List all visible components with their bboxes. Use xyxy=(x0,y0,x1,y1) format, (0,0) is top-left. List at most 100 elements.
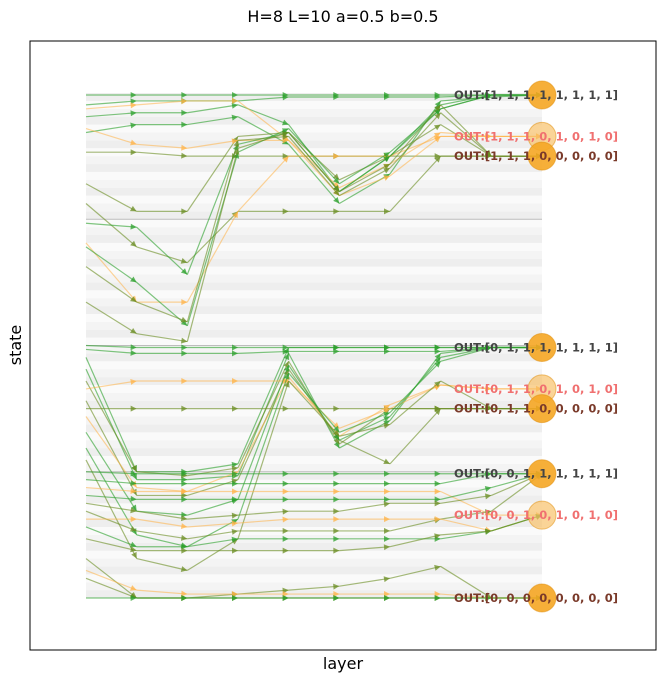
background-band xyxy=(86,558,542,567)
trajectory-segment xyxy=(187,104,239,114)
trajectory-arrowhead xyxy=(131,551,137,559)
trajectory-arrowhead xyxy=(282,94,289,101)
trajectory-arrowhead xyxy=(130,122,137,129)
trajectory-arrowhead xyxy=(283,347,290,355)
trajectory-arrowhead xyxy=(384,516,390,523)
trajectory-segment xyxy=(85,112,137,118)
background-band xyxy=(86,321,542,330)
trajectory-arrowhead xyxy=(383,411,390,418)
trajectory-arrowhead xyxy=(434,344,441,351)
trajectory-arrowhead xyxy=(484,493,492,500)
trajectory-segment xyxy=(187,538,239,548)
trajectory-arrowhead xyxy=(232,488,238,495)
trajectory-arrowhead xyxy=(282,496,289,503)
background-band xyxy=(86,337,542,346)
background-band xyxy=(86,242,542,251)
trajectory-arrowhead xyxy=(232,92,238,98)
output-label: OUT:[0, 1, 1, 0, 1, 0, 1, 0] xyxy=(454,382,618,396)
background-band xyxy=(86,448,542,456)
background-band xyxy=(86,582,542,591)
trajectory-segment xyxy=(85,246,138,283)
trajectory-arrowhead xyxy=(131,472,137,480)
trajectory-arrowhead xyxy=(180,258,188,264)
trajectory-segment xyxy=(237,116,289,145)
trajectory-segment xyxy=(237,131,289,149)
background-band xyxy=(86,566,542,575)
background-band xyxy=(86,171,542,180)
trajectory-segment xyxy=(85,344,137,349)
trajectory-arrowhead xyxy=(180,337,188,344)
trajectory-arrowhead xyxy=(181,121,188,128)
trajectory-segment xyxy=(440,530,492,536)
trajectory-arrowhead xyxy=(130,488,137,495)
trajectory-segment xyxy=(187,471,239,493)
trajectory-arrowhead xyxy=(130,296,137,303)
output-label: OUT:[0, 0, 1, 0, 1, 0, 1, 0] xyxy=(454,508,618,522)
trajectory-arrowhead xyxy=(434,470,441,477)
trajectory-segment xyxy=(187,538,239,571)
trajectory-segment xyxy=(85,416,138,488)
trajectory-arrowhead xyxy=(130,139,137,146)
background-band xyxy=(86,227,542,236)
trajectory-arrowhead xyxy=(333,535,340,542)
trajectory-segment xyxy=(440,494,492,504)
trajectory-segment xyxy=(187,498,239,516)
trajectory-segment xyxy=(339,546,391,552)
background-band xyxy=(86,211,542,220)
trajectory-segment xyxy=(440,565,492,599)
trajectory-arrowhead xyxy=(384,595,390,601)
trajectory-arrowhead xyxy=(129,525,137,532)
trajectory-segment xyxy=(389,518,441,532)
trajectory-arrowhead xyxy=(232,547,238,554)
background-band xyxy=(86,408,542,417)
trajectory-arrowhead xyxy=(231,114,238,121)
background-band xyxy=(86,100,542,109)
trajectory-segment xyxy=(85,400,138,496)
trajectory-segment xyxy=(440,530,492,540)
trajectory-segment xyxy=(187,463,239,473)
trajectory-arrowhead xyxy=(181,152,188,159)
trajectory-arrowhead xyxy=(384,591,390,598)
trajectory-arrowhead xyxy=(231,461,238,468)
trajectory-arrowhead xyxy=(232,595,238,601)
trajectory-arrowhead xyxy=(333,93,340,100)
trajectory-arrowhead xyxy=(434,595,441,601)
trajectory-segment xyxy=(389,135,442,177)
trajectory-arrowhead xyxy=(231,528,238,535)
trajectory-segment xyxy=(85,538,137,552)
trajectory-arrowhead xyxy=(130,92,137,98)
trajectory-arrowhead xyxy=(282,208,289,215)
trajectory-segment xyxy=(136,534,188,548)
trajectory-arrowhead xyxy=(384,344,390,351)
output-label: OUT:[0, 1, 1, 0, 0, 0, 0, 0] xyxy=(454,402,618,416)
trajectory-segment xyxy=(389,104,442,165)
trajectory-arrowhead xyxy=(384,348,390,355)
trajectory-segment xyxy=(440,346,492,362)
background-band xyxy=(86,140,542,149)
background-band xyxy=(86,463,542,472)
trajectory-segment xyxy=(237,350,289,355)
trajectory-segment xyxy=(339,408,391,429)
background-band xyxy=(86,440,542,449)
trajectory-segment xyxy=(136,510,188,520)
trajectory-arrowhead xyxy=(434,112,441,120)
trajectory-arrowhead xyxy=(181,488,188,495)
background-band xyxy=(86,392,542,401)
trajectory-arrowhead xyxy=(181,344,188,351)
trajectory-arrowhead xyxy=(434,591,441,598)
trajectory-segment xyxy=(440,490,492,516)
output-marker xyxy=(527,459,557,489)
trajectory-arrowhead xyxy=(333,405,340,412)
trajectory-arrowhead xyxy=(231,465,238,472)
trajectory-arrowhead xyxy=(181,590,188,597)
trajectory-segment xyxy=(136,589,188,595)
trajectory-segment xyxy=(237,376,290,473)
output-label: OUT:[1, 1, 1, 0, 0, 0, 0, 0] xyxy=(454,149,618,163)
trajectory-arrowhead xyxy=(485,133,492,140)
trajectory-segment xyxy=(187,467,239,477)
trajectory-arrowhead xyxy=(130,276,137,283)
trajectory-arrowhead xyxy=(232,470,238,477)
trajectory-segment xyxy=(237,361,290,469)
trajectory-arrowhead xyxy=(180,515,188,522)
trajectory-segment xyxy=(389,155,442,212)
